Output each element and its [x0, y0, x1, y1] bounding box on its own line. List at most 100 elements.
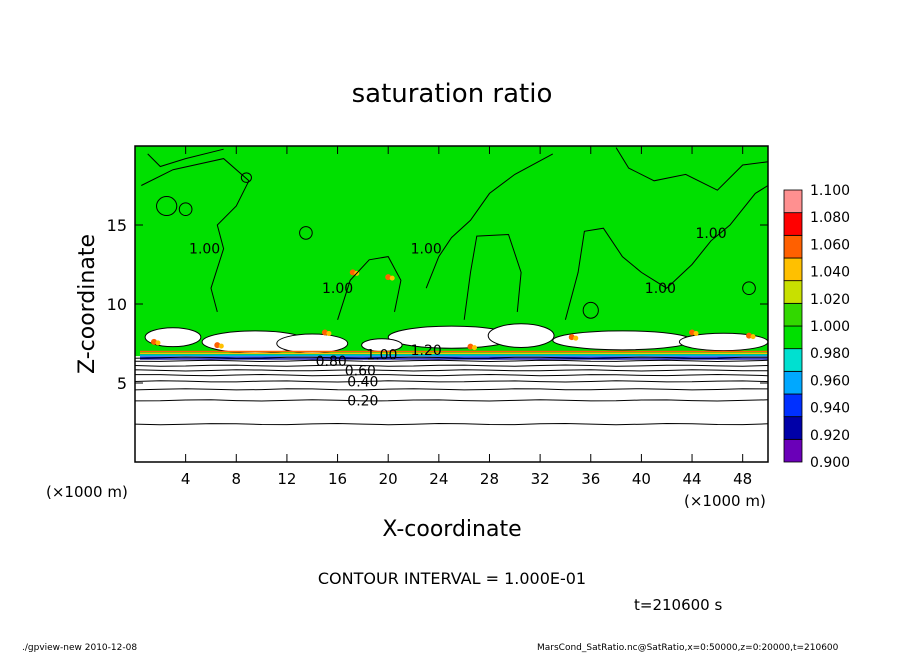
contour-label: 0.20	[347, 393, 378, 409]
colorbar-label: 0.940	[810, 401, 850, 417]
colorbar-label: 1.100	[810, 183, 850, 199]
colorbar-segment	[783, 348, 803, 372]
supersaturation-spot	[321, 329, 328, 336]
y-tick-label: 15	[107, 216, 127, 235]
contour-line	[615, 147, 769, 191]
y-tick-label: 10	[107, 295, 127, 314]
contour-label: 0.60	[345, 363, 376, 379]
contour-line	[134, 373, 769, 377]
x-axis-label: X-coordinate	[382, 517, 521, 542]
colorbar-segment	[783, 212, 803, 236]
colorbar-label: 1.040	[810, 265, 850, 281]
x-tick-label: 36	[581, 470, 600, 488]
heatmap-field	[135, 146, 769, 360]
colorbar-segment	[783, 325, 803, 350]
time-label: t=210600 s	[634, 596, 722, 614]
contour-label: 1.00	[366, 348, 397, 364]
cloud-pocket	[487, 323, 555, 348]
contour-line	[156, 196, 178, 217]
contour-line	[134, 356, 769, 359]
colorbar-segment	[783, 393, 803, 418]
contour-line	[134, 369, 768, 372]
contour-line	[134, 359, 769, 363]
contour-label: 0.80	[316, 354, 347, 370]
colorbar-segment	[783, 302, 803, 327]
supersaturation-spot	[214, 342, 221, 349]
x-tick-label: 48	[733, 470, 752, 488]
colorbar-label: 1.060	[810, 237, 850, 253]
x-tick-label: 28	[480, 470, 499, 488]
x-axis: 4 8 12 16 20 24 28 32 36 40 44 48	[181, 146, 752, 488]
colorbar-label: 0.960	[810, 373, 850, 389]
x-axis-unit-right: (×1000 m)	[684, 492, 766, 510]
colorbar-segment	[783, 438, 803, 463]
contour-line	[337, 256, 402, 320]
x-tick-label: 44	[682, 470, 701, 488]
contour-lines	[134, 147, 769, 426]
supersaturation-spot	[349, 269, 356, 276]
y-tick-label: 5	[117, 374, 127, 393]
supersaturation-spot	[693, 330, 699, 336]
cloud-pocket	[276, 333, 349, 354]
contour-labels: 0.20 0.400.600.80 1.00 1.20 1.00 1.00 1.00 1.00…	[189, 226, 727, 409]
colorbar-segment	[783, 234, 803, 259]
contour-label: 1.00	[695, 226, 726, 242]
footer-left: ./gpview-new 2010-12-08	[22, 643, 137, 653]
colorbar-label: 0.900	[810, 455, 850, 471]
x-tick-label: 4	[181, 470, 191, 488]
contour-label: 1.00	[322, 281, 353, 297]
contour-line	[299, 226, 313, 240]
supersaturation-spot	[218, 343, 224, 349]
supersaturation-spot	[689, 329, 696, 336]
supersaturation-spot	[568, 334, 575, 341]
contour-label: 1.20	[411, 343, 442, 359]
x-tick-label: 24	[429, 470, 448, 488]
colorbar-label: 1.020	[810, 292, 850, 308]
colorbar-label: 0.920	[810, 428, 850, 444]
x-axis-unit-left: (×1000 m)	[46, 483, 128, 501]
contour-line	[178, 202, 193, 217]
contour-label: 1.00	[645, 281, 676, 297]
y-axis: 5 10 15	[107, 216, 768, 393]
saturated-region	[135, 146, 768, 339]
y-axis-label: Z-coordinate	[75, 234, 100, 374]
contour-line	[240, 172, 252, 183]
supersaturation-spot	[150, 338, 157, 345]
contour-line	[141, 158, 250, 313]
colorbar-label: 0.980	[810, 346, 850, 362]
supersaturation-spot	[750, 334, 756, 340]
contour-label: 1.00	[411, 242, 442, 258]
colorbar-label: 1.000	[810, 319, 850, 335]
cloud-pocket	[552, 330, 693, 351]
supersaturation-spot	[155, 340, 161, 346]
contour-label: 1.00	[189, 242, 220, 258]
supersaturation-spot	[467, 343, 474, 350]
supersaturation-spot	[573, 335, 579, 341]
contour-line	[564, 185, 769, 320]
contour-line	[582, 301, 599, 319]
contour-line	[134, 364, 769, 367]
colorbar-segment	[783, 370, 803, 395]
x-tick-label: 12	[277, 470, 296, 488]
contour-interval-text: CONTOUR INTERVAL = 1.000E-01	[318, 569, 586, 588]
x-tick-label: 16	[328, 470, 347, 488]
contour-line	[147, 148, 224, 168]
x-tick-label: 40	[632, 470, 651, 488]
contour-line	[134, 380, 769, 383]
supersaturation-spot	[471, 345, 477, 351]
chart-title: saturation ratio	[352, 79, 553, 109]
contour-line	[742, 281, 756, 296]
colorbar-segment	[783, 189, 803, 214]
x-tick-label: 32	[531, 470, 550, 488]
supersaturation-spot	[385, 274, 392, 281]
supersaturation-spot	[389, 275, 395, 281]
contour-line	[134, 388, 769, 391]
supersaturation-spot	[326, 330, 332, 336]
contour-line	[134, 422, 769, 426]
contour-line	[425, 153, 554, 289]
x-tick-label: 8	[232, 470, 242, 488]
footer-right: MarsCond_SatRatio.nc@SatRatio,x=0:50000,…	[537, 643, 839, 653]
supersaturation-spot	[746, 332, 753, 339]
colorbar-segment	[783, 280, 803, 304]
